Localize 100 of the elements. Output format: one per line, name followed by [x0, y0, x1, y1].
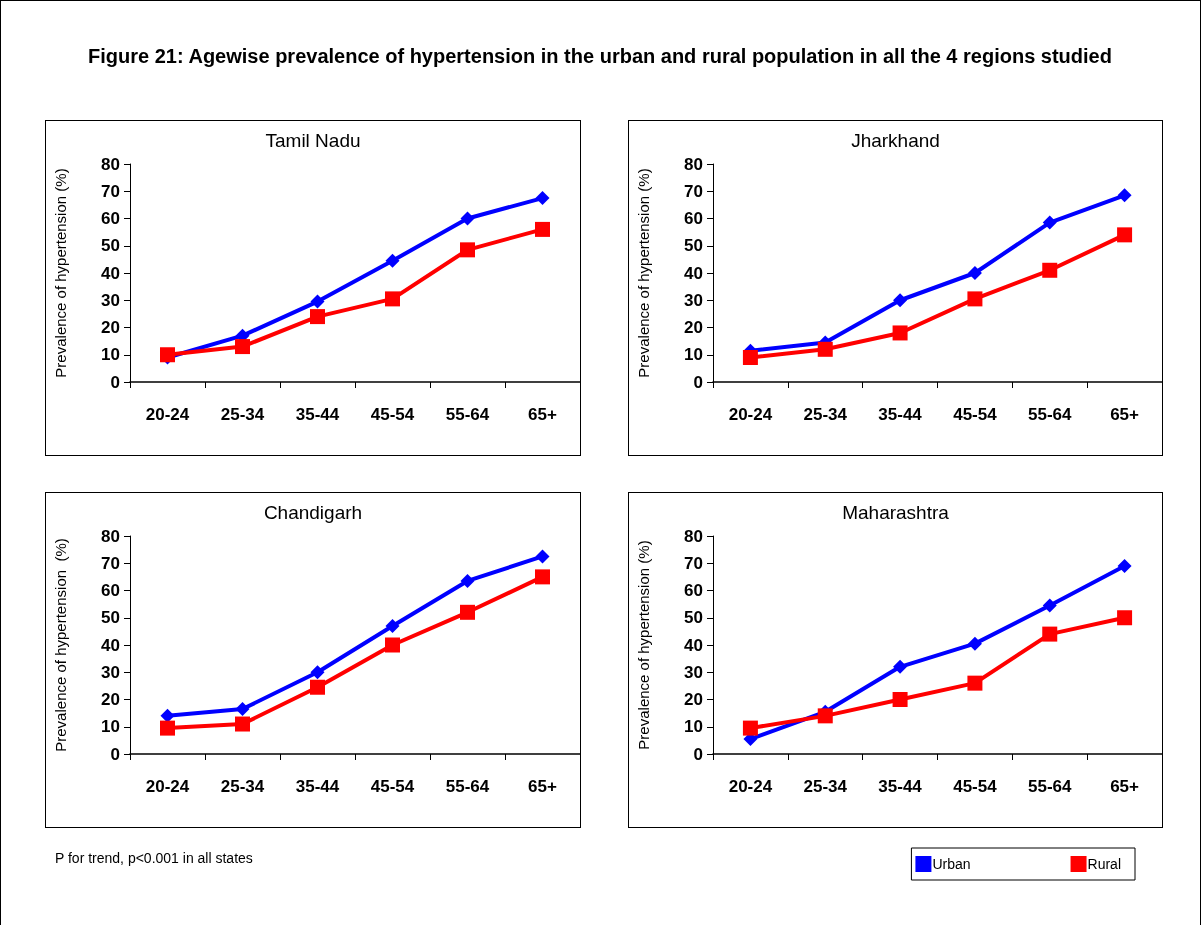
y-tick-label: 50 [684, 236, 703, 256]
y-tick-label: 60 [101, 581, 120, 600]
point [535, 549, 550, 564]
point [1042, 262, 1058, 278]
point [817, 708, 833, 724]
chart-title: Maharashtra [842, 502, 950, 523]
point [967, 266, 982, 280]
x-tick-label: 25-34 [803, 777, 848, 796]
chart-title: Chandigarh [263, 502, 363, 523]
y-tick-label: 60 [101, 209, 120, 228]
y-tick-label: 40 [684, 635, 703, 655]
y-tick-label: 50 [101, 608, 120, 628]
x-tick-label: 45-54 [370, 777, 415, 796]
y-tick-label: 80 [101, 526, 120, 546]
x-tick-label: 45-54 [953, 405, 998, 424]
point [967, 291, 983, 307]
x-tick-label: 25-34 [803, 405, 848, 424]
legend-label: Rural [1087, 856, 1122, 872]
point [742, 349, 758, 365]
y-tick-label: 40 [684, 263, 703, 283]
point [160, 720, 175, 736]
point [535, 569, 550, 585]
y-axis-title: Prevalence of hypertension (%) [52, 538, 69, 752]
text: P for trend, p<0.001 in all states [55, 850, 253, 866]
y-tick-label: 50 [101, 236, 120, 256]
point [385, 253, 400, 268]
x-tick-label: 20-24 [728, 777, 773, 796]
x-tick-label: 20-24 [145, 405, 190, 424]
point [535, 221, 550, 237]
x-tick-label: 55-64 [445, 405, 490, 424]
point [310, 679, 325, 695]
y-tick-label: 40 [101, 635, 120, 655]
y-tick-label: 20 [101, 690, 120, 709]
x-tick-label: 45-54 [370, 405, 415, 424]
point [460, 573, 475, 588]
y-tick-label: 30 [101, 290, 120, 310]
y-tick-label: 40 [101, 263, 120, 283]
point [1117, 227, 1133, 243]
point [1042, 215, 1057, 230]
y-tick-label: 70 [684, 181, 703, 201]
point [235, 339, 250, 355]
x-tick-label: 35-44 [295, 405, 340, 424]
x-tick-label: 65+ [528, 777, 557, 796]
y-tick-label: 0 [110, 744, 120, 764]
y-tick-label: 70 [101, 181, 120, 201]
point [893, 293, 908, 308]
x-tick-label: 25-34 [220, 777, 265, 796]
y-tick-label: 0 [693, 372, 703, 392]
point [742, 720, 758, 736]
y-tick-label: 30 [101, 662, 120, 682]
x-tick-label: 55-64 [445, 777, 490, 796]
point [967, 675, 983, 691]
point [460, 211, 475, 226]
y-axis-title: Prevalence of hypertension (%) [635, 168, 652, 378]
point [160, 708, 175, 723]
y-tick-label: 0 [693, 744, 703, 764]
point [1042, 626, 1058, 642]
y-axis-title: Prevalence of hypertension (%) [52, 168, 69, 378]
point [1117, 610, 1133, 626]
x-tick-label: 45-54 [953, 777, 998, 796]
y-tick-label: 30 [684, 662, 703, 682]
y-tick-label: 80 [684, 154, 703, 174]
point [817, 341, 833, 357]
x-tick-label: 20-24 [145, 777, 190, 796]
x-tick-label: 35-44 [878, 777, 923, 796]
point [235, 716, 250, 732]
y-tick-label: 20 [684, 318, 703, 337]
text: Figure 21: Agewise prevalence of hypertension in the urban and rural population in all the 4 regions studied [87, 44, 1113, 69]
y-tick-label: 10 [101, 717, 120, 737]
y-tick-label: 60 [684, 581, 703, 600]
y-tick-label: 10 [101, 345, 120, 365]
chart-title: Jharkhand [851, 130, 940, 151]
point [1117, 188, 1132, 203]
x-tick-label: 20-24 [728, 405, 773, 424]
x-tick-label: 55-64 [1028, 777, 1073, 796]
point [1117, 558, 1132, 573]
y-tick-label: 10 [684, 345, 703, 365]
y-tick-label: 20 [684, 690, 703, 709]
y-tick-label: 50 [684, 608, 703, 628]
point [535, 191, 550, 206]
point [310, 294, 325, 309]
y-tick-label: 80 [101, 154, 120, 174]
y-axis-title: Prevalence of hypertension (%) [635, 540, 652, 750]
chart-title: Tamil Nadu [265, 130, 361, 151]
point [460, 242, 475, 258]
point [385, 618, 400, 633]
x-tick-label: 65+ [528, 405, 557, 424]
point [310, 309, 325, 325]
y-tick-label: 70 [684, 553, 703, 573]
y-tick-label: 30 [684, 290, 703, 310]
x-tick-label: 65+ [1110, 777, 1140, 796]
y-tick-label: 20 [101, 318, 120, 337]
x-tick-label: 35-44 [295, 777, 340, 796]
legend-label: Urban [932, 856, 971, 872]
y-tick-label: 60 [684, 209, 703, 228]
x-tick-label: 25-34 [220, 405, 265, 424]
y-tick-label: 70 [101, 553, 120, 573]
point [892, 692, 908, 707]
point [1042, 598, 1057, 613]
point [235, 702, 250, 717]
